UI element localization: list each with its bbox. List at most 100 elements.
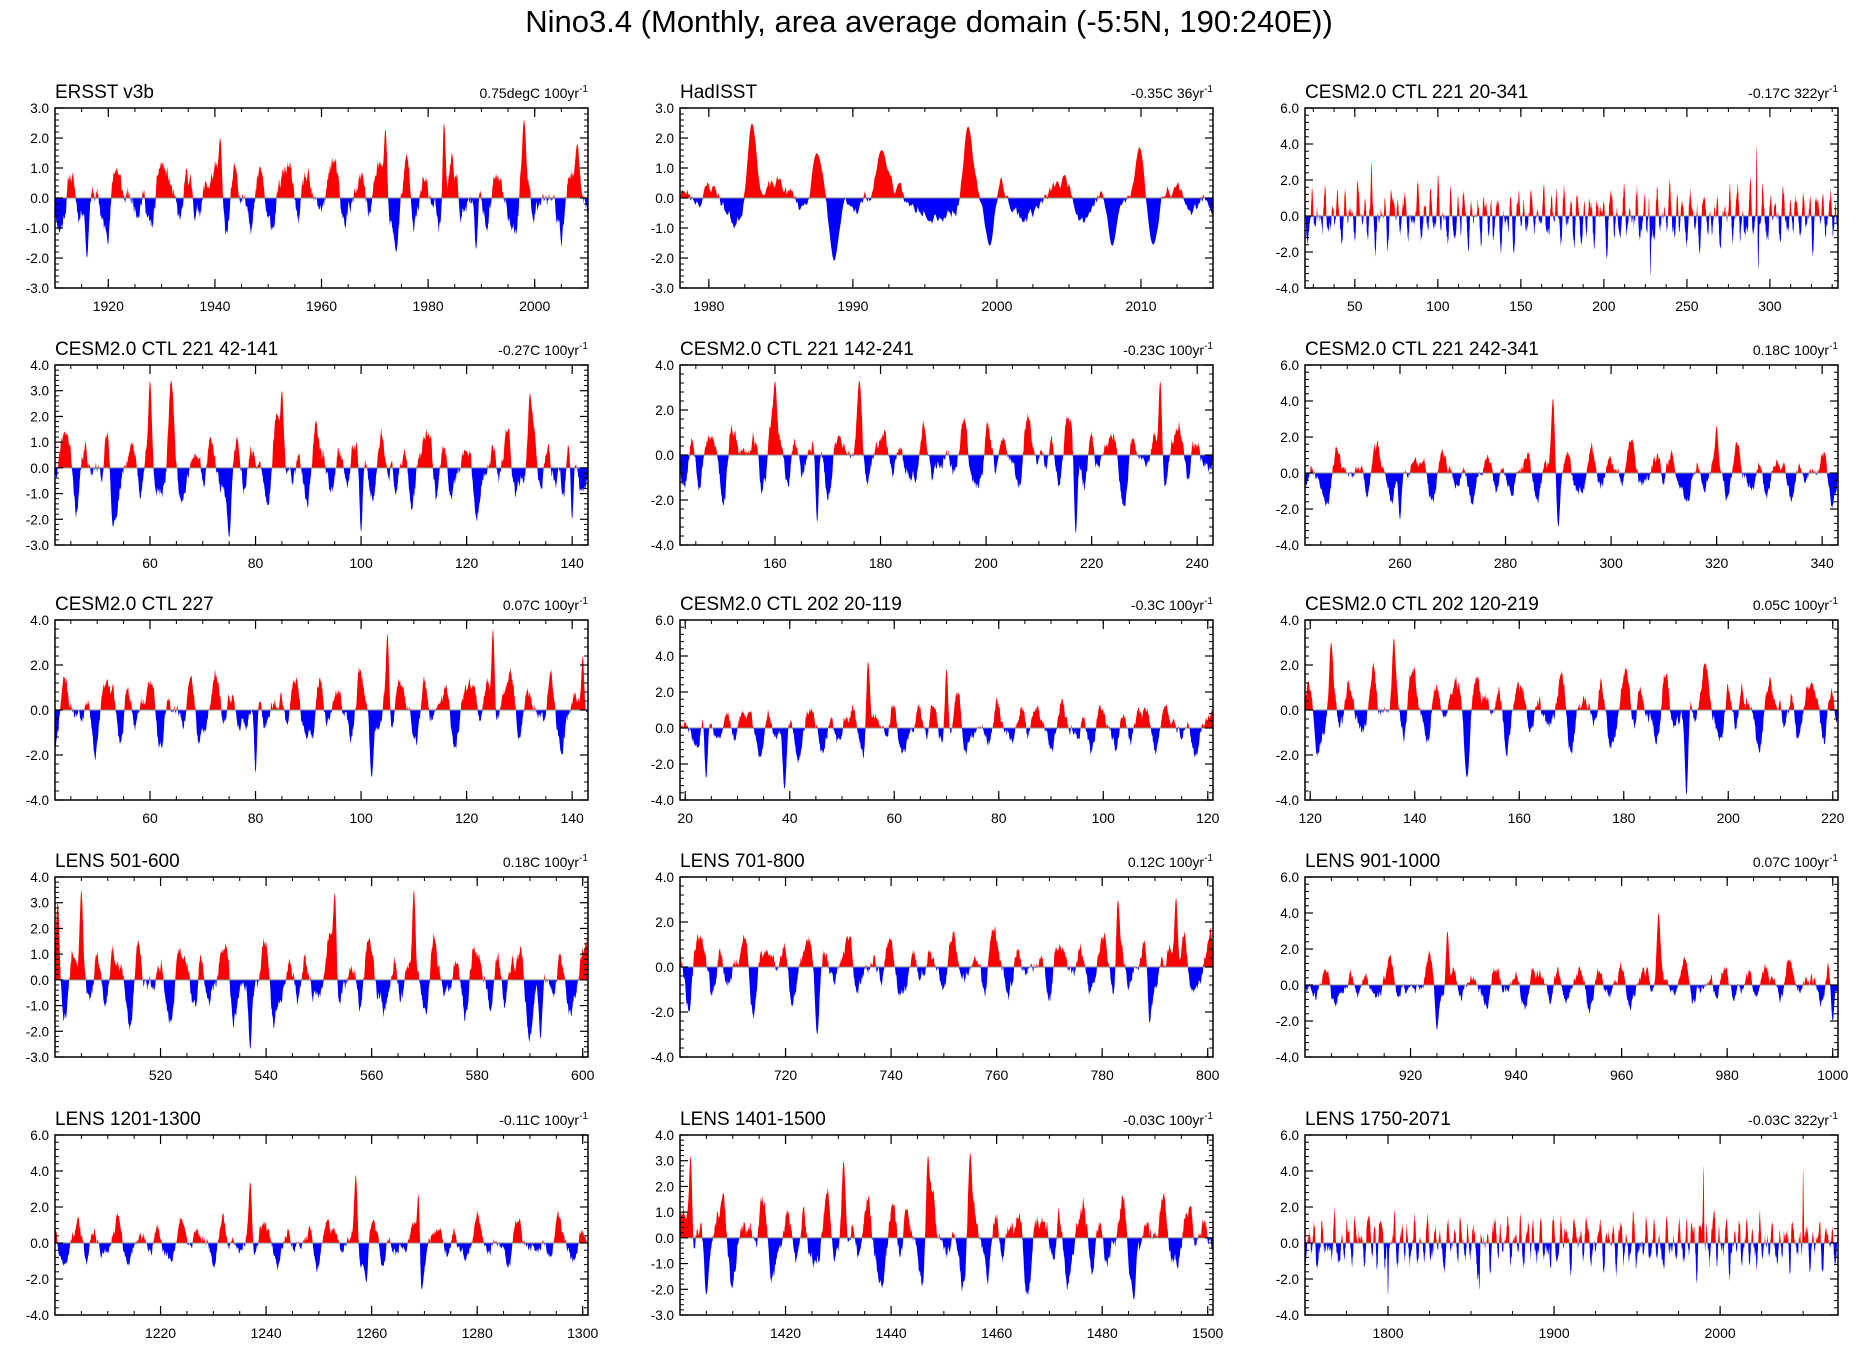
x-tick-label: 1220: [145, 1325, 176, 1341]
y-tick-label: 0.0: [1280, 703, 1299, 718]
x-tick-label: 100: [349, 555, 373, 571]
y-tick-label: 0.0: [1280, 209, 1299, 224]
x-tick-label: 2000: [1705, 1325, 1736, 1341]
panel-8: CESM2.0 CTL 202 20-119 -0.3C 100yr-1 -4.0 -…: [651, 594, 1220, 826]
y-tick-label: 1.0: [655, 1205, 674, 1220]
y-tick-label: -2.0: [1276, 502, 1299, 517]
y-tick-label: 0.0: [1280, 466, 1299, 481]
panel-trend: -0.35C 36yr-1: [1131, 84, 1213, 101]
x-tick-label: 180: [1612, 810, 1636, 826]
negative-anomaly-area: [1305, 216, 1838, 276]
panel-trend: -0.03C 322yr-1: [1748, 1111, 1838, 1128]
x-tick-label: 120: [1196, 810, 1220, 826]
y-tick-label: -4.0: [1276, 1308, 1299, 1323]
x-tick-label: 600: [571, 1067, 595, 1083]
y-tick-label: -2.0: [651, 1005, 674, 1020]
panel-trend: -0.11C 100yr-1: [499, 1111, 588, 1128]
x-tick-label: 160: [763, 555, 787, 571]
y-tick-label: 2.0: [30, 921, 49, 936]
positive-anomaly-area: [59, 629, 589, 710]
negative-anomaly-area: [680, 455, 1213, 534]
positive-anomaly-area: [66, 120, 585, 198]
x-tick-label: 200: [974, 555, 998, 571]
negative-anomaly-area: [55, 198, 588, 258]
plot-frame: [679, 1134, 1214, 1316]
panel-title: CESM2.0 CTL 221 42-141: [55, 339, 278, 360]
y-tick-label: 0.0: [30, 973, 49, 988]
panel-trend: -0.27C 100yr-1: [498, 341, 588, 358]
negative-anomaly-area: [57, 1243, 588, 1290]
panel-title: ERSST v3b: [55, 82, 154, 103]
y-tick-label: 6.0: [1280, 101, 1299, 116]
panel-trend: 0.18C 100yr-1: [503, 853, 589, 870]
y-tick-label: 2.0: [1280, 173, 1299, 188]
y-tick-label: 4.0: [655, 1128, 674, 1143]
panel-trend: -0.17C 322yr-1: [1748, 84, 1838, 101]
x-tick-label: 180: [869, 555, 893, 571]
x-tick-label: 200: [1717, 810, 1741, 826]
panel-title: CESM2.0 CTL 221 142-241: [680, 339, 914, 360]
x-tick-label: 940: [1504, 1067, 1528, 1083]
x-tick-label: 2000: [981, 298, 1012, 314]
positive-anomaly-area: [680, 1153, 1208, 1238]
y-tick-label: 2.0: [655, 685, 674, 700]
x-tick-label: 1500: [1192, 1325, 1223, 1341]
y-tick-label: 2.0: [30, 1200, 49, 1215]
y-tick-label: -4.0: [651, 793, 674, 808]
x-tick-label: 1260: [356, 1325, 387, 1341]
panel-trend: 0.07C 100yr-1: [1753, 853, 1839, 870]
x-tick-label: 560: [360, 1067, 384, 1083]
panel-title: CESM2.0 CTL 202 20-119: [680, 594, 902, 615]
y-tick-label: -2.0: [1276, 748, 1299, 763]
x-tick-label: 1990: [837, 298, 868, 314]
y-tick-label: 1.0: [30, 435, 49, 450]
x-tick-label: 720: [774, 1067, 798, 1083]
panel-9: CESM2.0 CTL 202 120-219 0.05C 100yr-1 -4.0…: [1276, 594, 1845, 826]
y-tick-label: 6.0: [30, 1128, 49, 1143]
y-tick-label: 0.0: [30, 1236, 49, 1251]
x-tick-label: 760: [985, 1067, 1009, 1083]
plot-frame: [1304, 364, 1839, 546]
plot-frame: [54, 876, 589, 1058]
y-tick-label: 2.0: [1280, 942, 1299, 957]
y-tick-label: -2.0: [651, 251, 674, 266]
y-tick-label: 2.0: [30, 409, 49, 424]
negative-anomaly-area: [55, 467, 588, 538]
panel-title: LENS 1750-2071: [1305, 1109, 1451, 1130]
x-tick-label: 80: [248, 555, 264, 571]
y-tick-label: -2.0: [1276, 245, 1299, 260]
panel-title: LENS 701-800: [680, 851, 805, 872]
panel-title: CESM2.0 CTL 221 20-341: [1305, 82, 1528, 103]
x-tick-label: 1960: [306, 298, 337, 314]
y-tick-label: -1.0: [651, 1257, 674, 1272]
y-tick-label: 0.0: [655, 721, 674, 736]
positive-anomaly-area: [1305, 913, 1831, 985]
y-tick-label: -1.0: [26, 999, 49, 1014]
plot-frame: [1304, 107, 1839, 289]
positive-anomaly-area: [1305, 638, 1835, 710]
x-tick-label: 80: [248, 810, 264, 826]
y-tick-label: 0.0: [655, 960, 674, 975]
negative-anomaly-area: [1305, 473, 1838, 527]
y-tick-label: -3.0: [26, 538, 49, 553]
negative-anomaly-area: [55, 710, 588, 778]
panel-trend: 0.75degC 100yr-1: [479, 84, 588, 101]
y-tick-label: 4.0: [655, 870, 674, 885]
x-tick-label: 1980: [413, 298, 444, 314]
y-tick-label: -2.0: [1276, 1014, 1299, 1029]
y-tick-label: 0.0: [655, 1231, 674, 1246]
panel-1: ERSST v3b 0.75degC 100yr-1 -3.0 -2.0 -1.0 0.0…: [26, 82, 589, 314]
x-tick-label: 80: [991, 810, 1007, 826]
x-tick-label: 150: [1509, 298, 1533, 314]
negative-anomaly-area: [1312, 710, 1838, 796]
panel-title: CESM2.0 CTL 202 120-219: [1305, 594, 1539, 615]
x-tick-label: 260: [1388, 555, 1412, 571]
panel-14: LENS 1401-1500 -0.03C 100yr-1 -3.0 -2.0 -1.0…: [651, 1109, 1224, 1341]
y-tick-label: -2.0: [26, 512, 49, 527]
y-tick-label: -4.0: [651, 1050, 674, 1065]
y-tick-label: -4.0: [1276, 1050, 1299, 1065]
panel-trend: 0.07C 100yr-1: [503, 596, 589, 613]
x-tick-label: 50: [1347, 298, 1363, 314]
x-tick-label: 1440: [876, 1325, 907, 1341]
